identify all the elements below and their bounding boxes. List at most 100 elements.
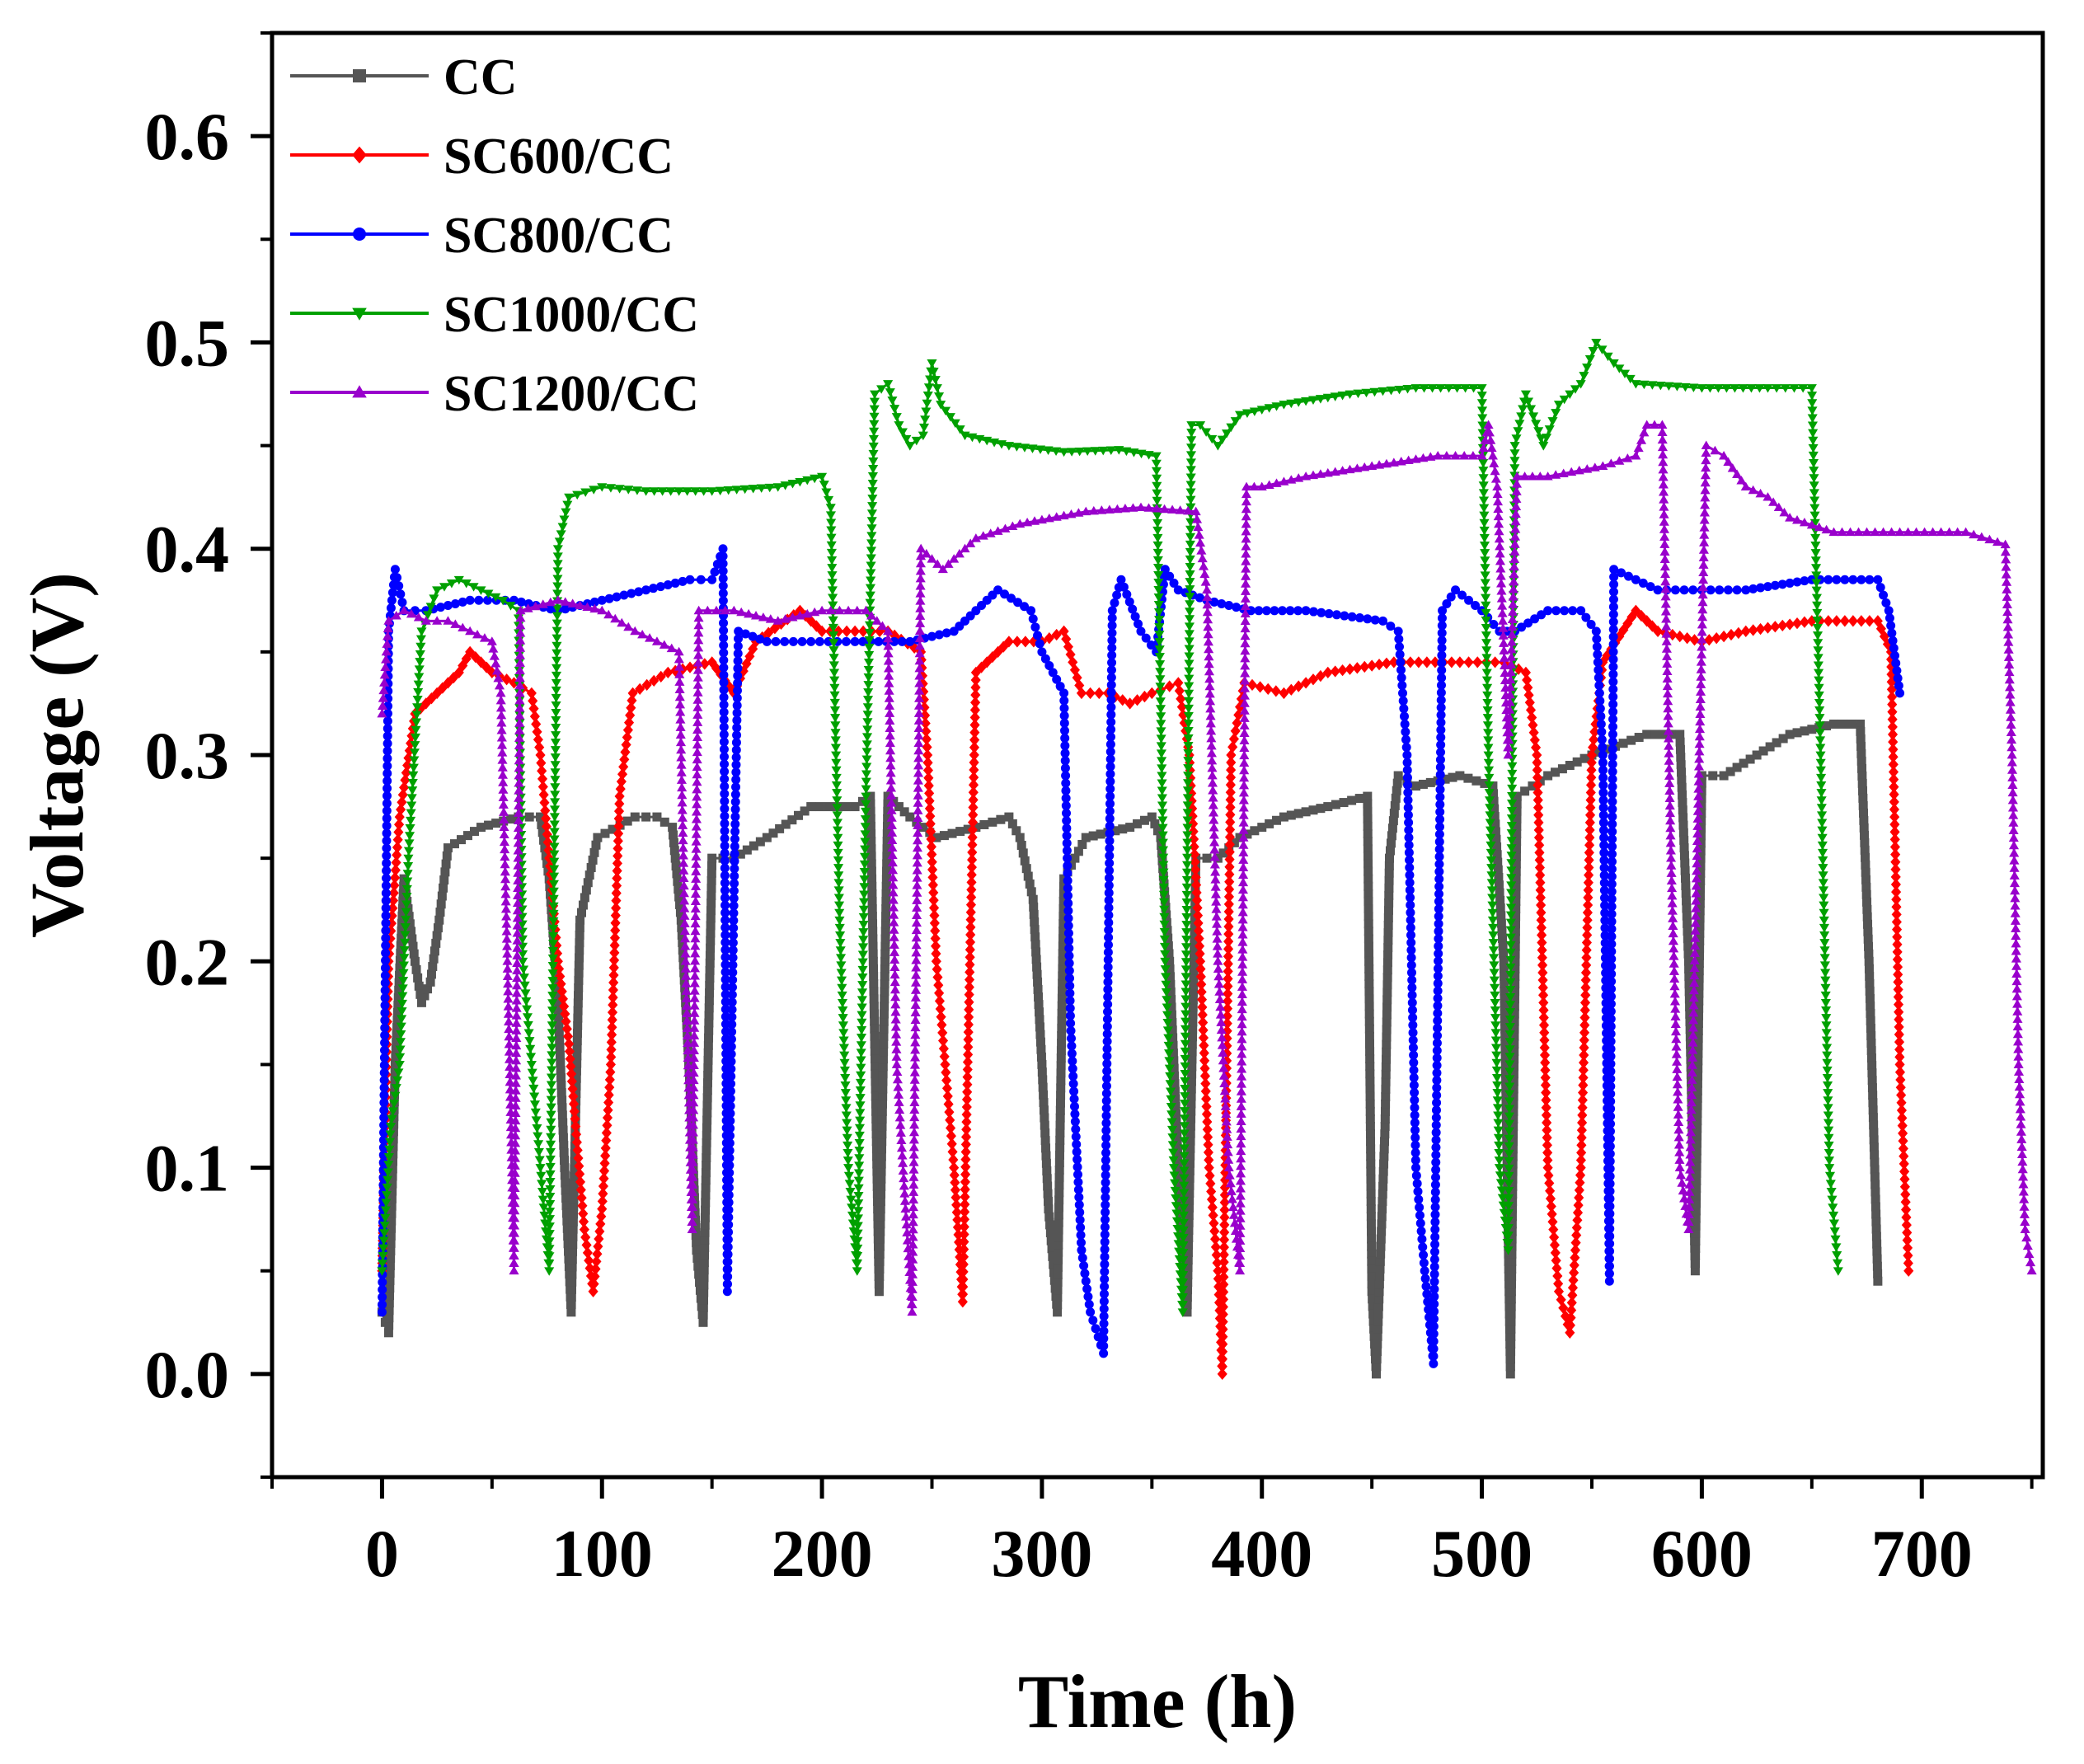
data-point (1063, 891, 1073, 901)
data-point (1057, 1030, 1067, 1040)
data-point (1374, 659, 1385, 671)
data-point (1101, 1110, 1111, 1120)
data-point (1422, 1289, 1432, 1299)
data-point (1866, 1046, 1876, 1056)
data-point (1167, 1141, 1178, 1150)
data-point (857, 1018, 867, 1028)
data-point (967, 846, 978, 859)
data-point (549, 835, 560, 844)
data-point (1187, 1039, 1197, 1049)
data-point (1180, 973, 1191, 982)
data-point (510, 1108, 521, 1117)
data-point (1101, 1163, 1110, 1173)
data-point (517, 935, 528, 945)
data-point (1524, 697, 1535, 709)
data-point (1530, 614, 1540, 624)
data-point (523, 1020, 533, 1030)
data-point (857, 950, 868, 959)
data-point (549, 828, 560, 837)
data-point (1433, 1001, 1443, 1011)
data-point (730, 812, 740, 822)
data-point (1591, 339, 1602, 348)
data-point (1184, 1233, 1194, 1243)
data-point (1166, 1118, 1177, 1128)
data-point (551, 708, 561, 718)
data-point (877, 1122, 887, 1132)
data-point (1218, 1345, 1228, 1358)
data-point (384, 1298, 394, 1308)
data-point (1418, 1242, 1428, 1252)
data-point (1205, 1177, 1216, 1189)
data-point (882, 852, 892, 861)
data-point (1509, 1009, 1519, 1019)
data-point (1164, 949, 1174, 959)
data-point (497, 755, 508, 764)
data-point (1194, 925, 1204, 937)
data-point (574, 975, 584, 985)
data-point (1368, 1316, 1378, 1326)
data-point (1777, 579, 1787, 589)
data-point (547, 1029, 557, 1038)
data-point (1490, 998, 1500, 1008)
data-point (1191, 879, 1202, 891)
data-point (381, 918, 391, 928)
data-point (1476, 384, 1487, 393)
data-point (1692, 1146, 1701, 1156)
data-point (384, 1138, 396, 1147)
data-point (881, 904, 891, 914)
data-point (1511, 859, 1521, 869)
data-point (870, 1024, 880, 1034)
data-point (1792, 577, 1802, 587)
data-point (1217, 1368, 1227, 1381)
data-point (394, 1061, 405, 1070)
data-point (1100, 1252, 1110, 1262)
data-point (918, 823, 928, 833)
data-point (1392, 778, 1402, 788)
data-point (1035, 1037, 1045, 1047)
data-point (503, 994, 514, 1003)
data-point (552, 656, 562, 666)
data-point (921, 733, 932, 745)
data-point (556, 1080, 566, 1090)
data-point (1583, 898, 1594, 912)
data-point (922, 748, 933, 762)
data-point (1026, 887, 1036, 897)
data-point (723, 1257, 733, 1267)
data-point (378, 1251, 388, 1261)
data-point (1116, 575, 1126, 584)
data-point (867, 881, 877, 891)
data-point (1490, 1036, 1501, 1045)
data-point (939, 831, 949, 841)
data-point (1607, 864, 1617, 874)
data-point (519, 973, 529, 983)
data-point (1497, 926, 1507, 936)
data-point (1048, 1251, 1058, 1261)
data-point (1540, 1079, 1551, 1091)
data-point (433, 923, 443, 933)
data-point (1143, 451, 1154, 460)
data-point (562, 1216, 572, 1226)
data-point (1832, 1251, 1842, 1260)
data-point (589, 486, 599, 495)
data-point (1605, 1254, 1615, 1264)
data-point (1903, 1264, 1914, 1277)
data-point (528, 702, 539, 715)
data-point (609, 954, 620, 967)
data-point (705, 973, 715, 983)
data-point (918, 431, 928, 441)
data-point (1588, 741, 1598, 753)
data-point (1498, 941, 1508, 951)
data-point (719, 685, 729, 695)
data-point (1157, 846, 1169, 856)
data-point (1409, 1058, 1419, 1067)
data-point (762, 833, 772, 842)
data-point (1188, 1002, 1198, 1012)
data-point (1182, 1300, 1192, 1310)
data-point (1100, 1274, 1110, 1284)
data-point (1365, 1099, 1375, 1109)
data-point (1366, 1189, 1376, 1199)
data-point (969, 763, 979, 776)
data-point (930, 925, 941, 937)
data-point (1094, 687, 1105, 700)
data-point (1055, 1098, 1065, 1108)
